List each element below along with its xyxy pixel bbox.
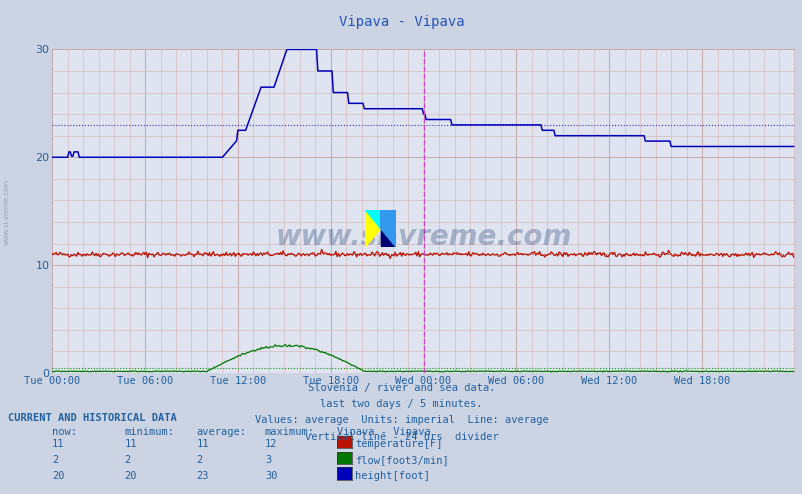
Text: vertical line - 24 hrs  divider: vertical line - 24 hrs divider xyxy=(304,432,498,442)
Text: 23: 23 xyxy=(196,471,209,481)
Text: 20: 20 xyxy=(124,471,137,481)
Text: now:: now: xyxy=(52,427,77,437)
Text: temperature[F]: temperature[F] xyxy=(354,439,442,449)
Text: 2: 2 xyxy=(52,455,59,465)
Text: Vipava - Vipava: Vipava - Vipava xyxy=(337,427,431,437)
Text: 3: 3 xyxy=(265,455,271,465)
Text: 2: 2 xyxy=(124,455,131,465)
Text: last two days / 5 minutes.: last two days / 5 minutes. xyxy=(320,399,482,409)
Polygon shape xyxy=(380,210,395,247)
Text: flow[foot3/min]: flow[foot3/min] xyxy=(354,455,448,465)
Text: average:: average: xyxy=(196,427,246,437)
Text: 30: 30 xyxy=(265,471,277,481)
Polygon shape xyxy=(380,228,395,247)
Text: height[foot]: height[foot] xyxy=(354,471,429,481)
Text: Values: average  Units: imperial  Line: average: Values: average Units: imperial Line: av… xyxy=(254,415,548,425)
Text: Vipava - Vipava: Vipava - Vipava xyxy=(338,15,464,29)
Polygon shape xyxy=(365,210,380,228)
Text: 20: 20 xyxy=(52,471,65,481)
Text: www.si-vreme.com: www.si-vreme.com xyxy=(275,223,571,251)
Text: 11: 11 xyxy=(124,439,137,449)
Text: 2: 2 xyxy=(196,455,203,465)
Text: CURRENT AND HISTORICAL DATA: CURRENT AND HISTORICAL DATA xyxy=(8,413,176,423)
Text: 11: 11 xyxy=(196,439,209,449)
Text: 11: 11 xyxy=(52,439,65,449)
Text: minimum:: minimum: xyxy=(124,427,174,437)
Text: www.si-vreme.com: www.si-vreme.com xyxy=(3,179,10,246)
Polygon shape xyxy=(365,210,380,247)
Text: Slovenia / river and sea data.: Slovenia / river and sea data. xyxy=(307,383,495,393)
Text: 12: 12 xyxy=(265,439,277,449)
Text: maximum:: maximum: xyxy=(265,427,314,437)
